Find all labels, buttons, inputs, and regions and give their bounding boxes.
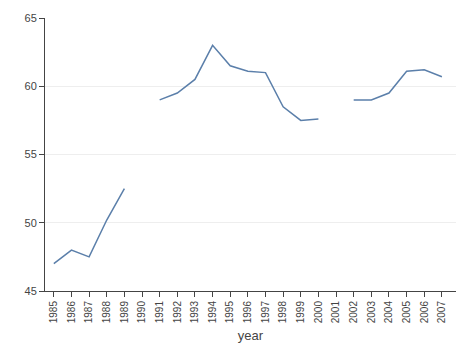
svg-text:60: 60 bbox=[25, 80, 37, 92]
svg-text:65: 65 bbox=[25, 12, 37, 24]
svg-text:1998: 1998 bbox=[277, 301, 288, 324]
svg-text:2005: 2005 bbox=[401, 301, 412, 324]
svg-text:1999: 1999 bbox=[295, 301, 306, 324]
svg-text:1990: 1990 bbox=[136, 301, 147, 324]
svg-text:1992: 1992 bbox=[172, 301, 183, 324]
svg-text:2004: 2004 bbox=[383, 301, 394, 324]
svg-text:2007: 2007 bbox=[436, 301, 447, 324]
svg-text:2000: 2000 bbox=[313, 301, 324, 324]
svg-text:2001: 2001 bbox=[330, 301, 341, 324]
svg-text:1993: 1993 bbox=[189, 301, 200, 324]
svg-text:1986: 1986 bbox=[66, 301, 77, 324]
svg-text:year: year bbox=[238, 328, 264, 343]
svg-text:1989: 1989 bbox=[119, 301, 130, 324]
svg-text:2003: 2003 bbox=[366, 301, 377, 324]
svg-text:1997: 1997 bbox=[260, 301, 271, 324]
svg-text:50: 50 bbox=[25, 217, 37, 229]
svg-text:1988: 1988 bbox=[101, 301, 112, 324]
svg-text:2006: 2006 bbox=[419, 301, 430, 324]
svg-text:45: 45 bbox=[25, 285, 37, 297]
svg-text:2002: 2002 bbox=[348, 301, 359, 324]
svg-text:1991: 1991 bbox=[154, 301, 165, 324]
svg-text:1987: 1987 bbox=[83, 301, 94, 324]
svg-text:1995: 1995 bbox=[224, 301, 235, 324]
svg-text:1996: 1996 bbox=[242, 301, 253, 324]
svg-text:1994: 1994 bbox=[207, 301, 218, 324]
svg-text:55: 55 bbox=[25, 148, 37, 160]
svg-text:1985: 1985 bbox=[48, 301, 59, 324]
